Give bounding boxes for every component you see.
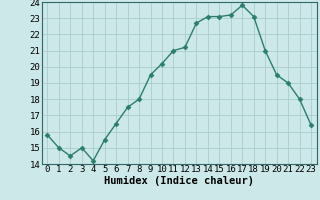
X-axis label: Humidex (Indice chaleur): Humidex (Indice chaleur) (104, 176, 254, 186)
